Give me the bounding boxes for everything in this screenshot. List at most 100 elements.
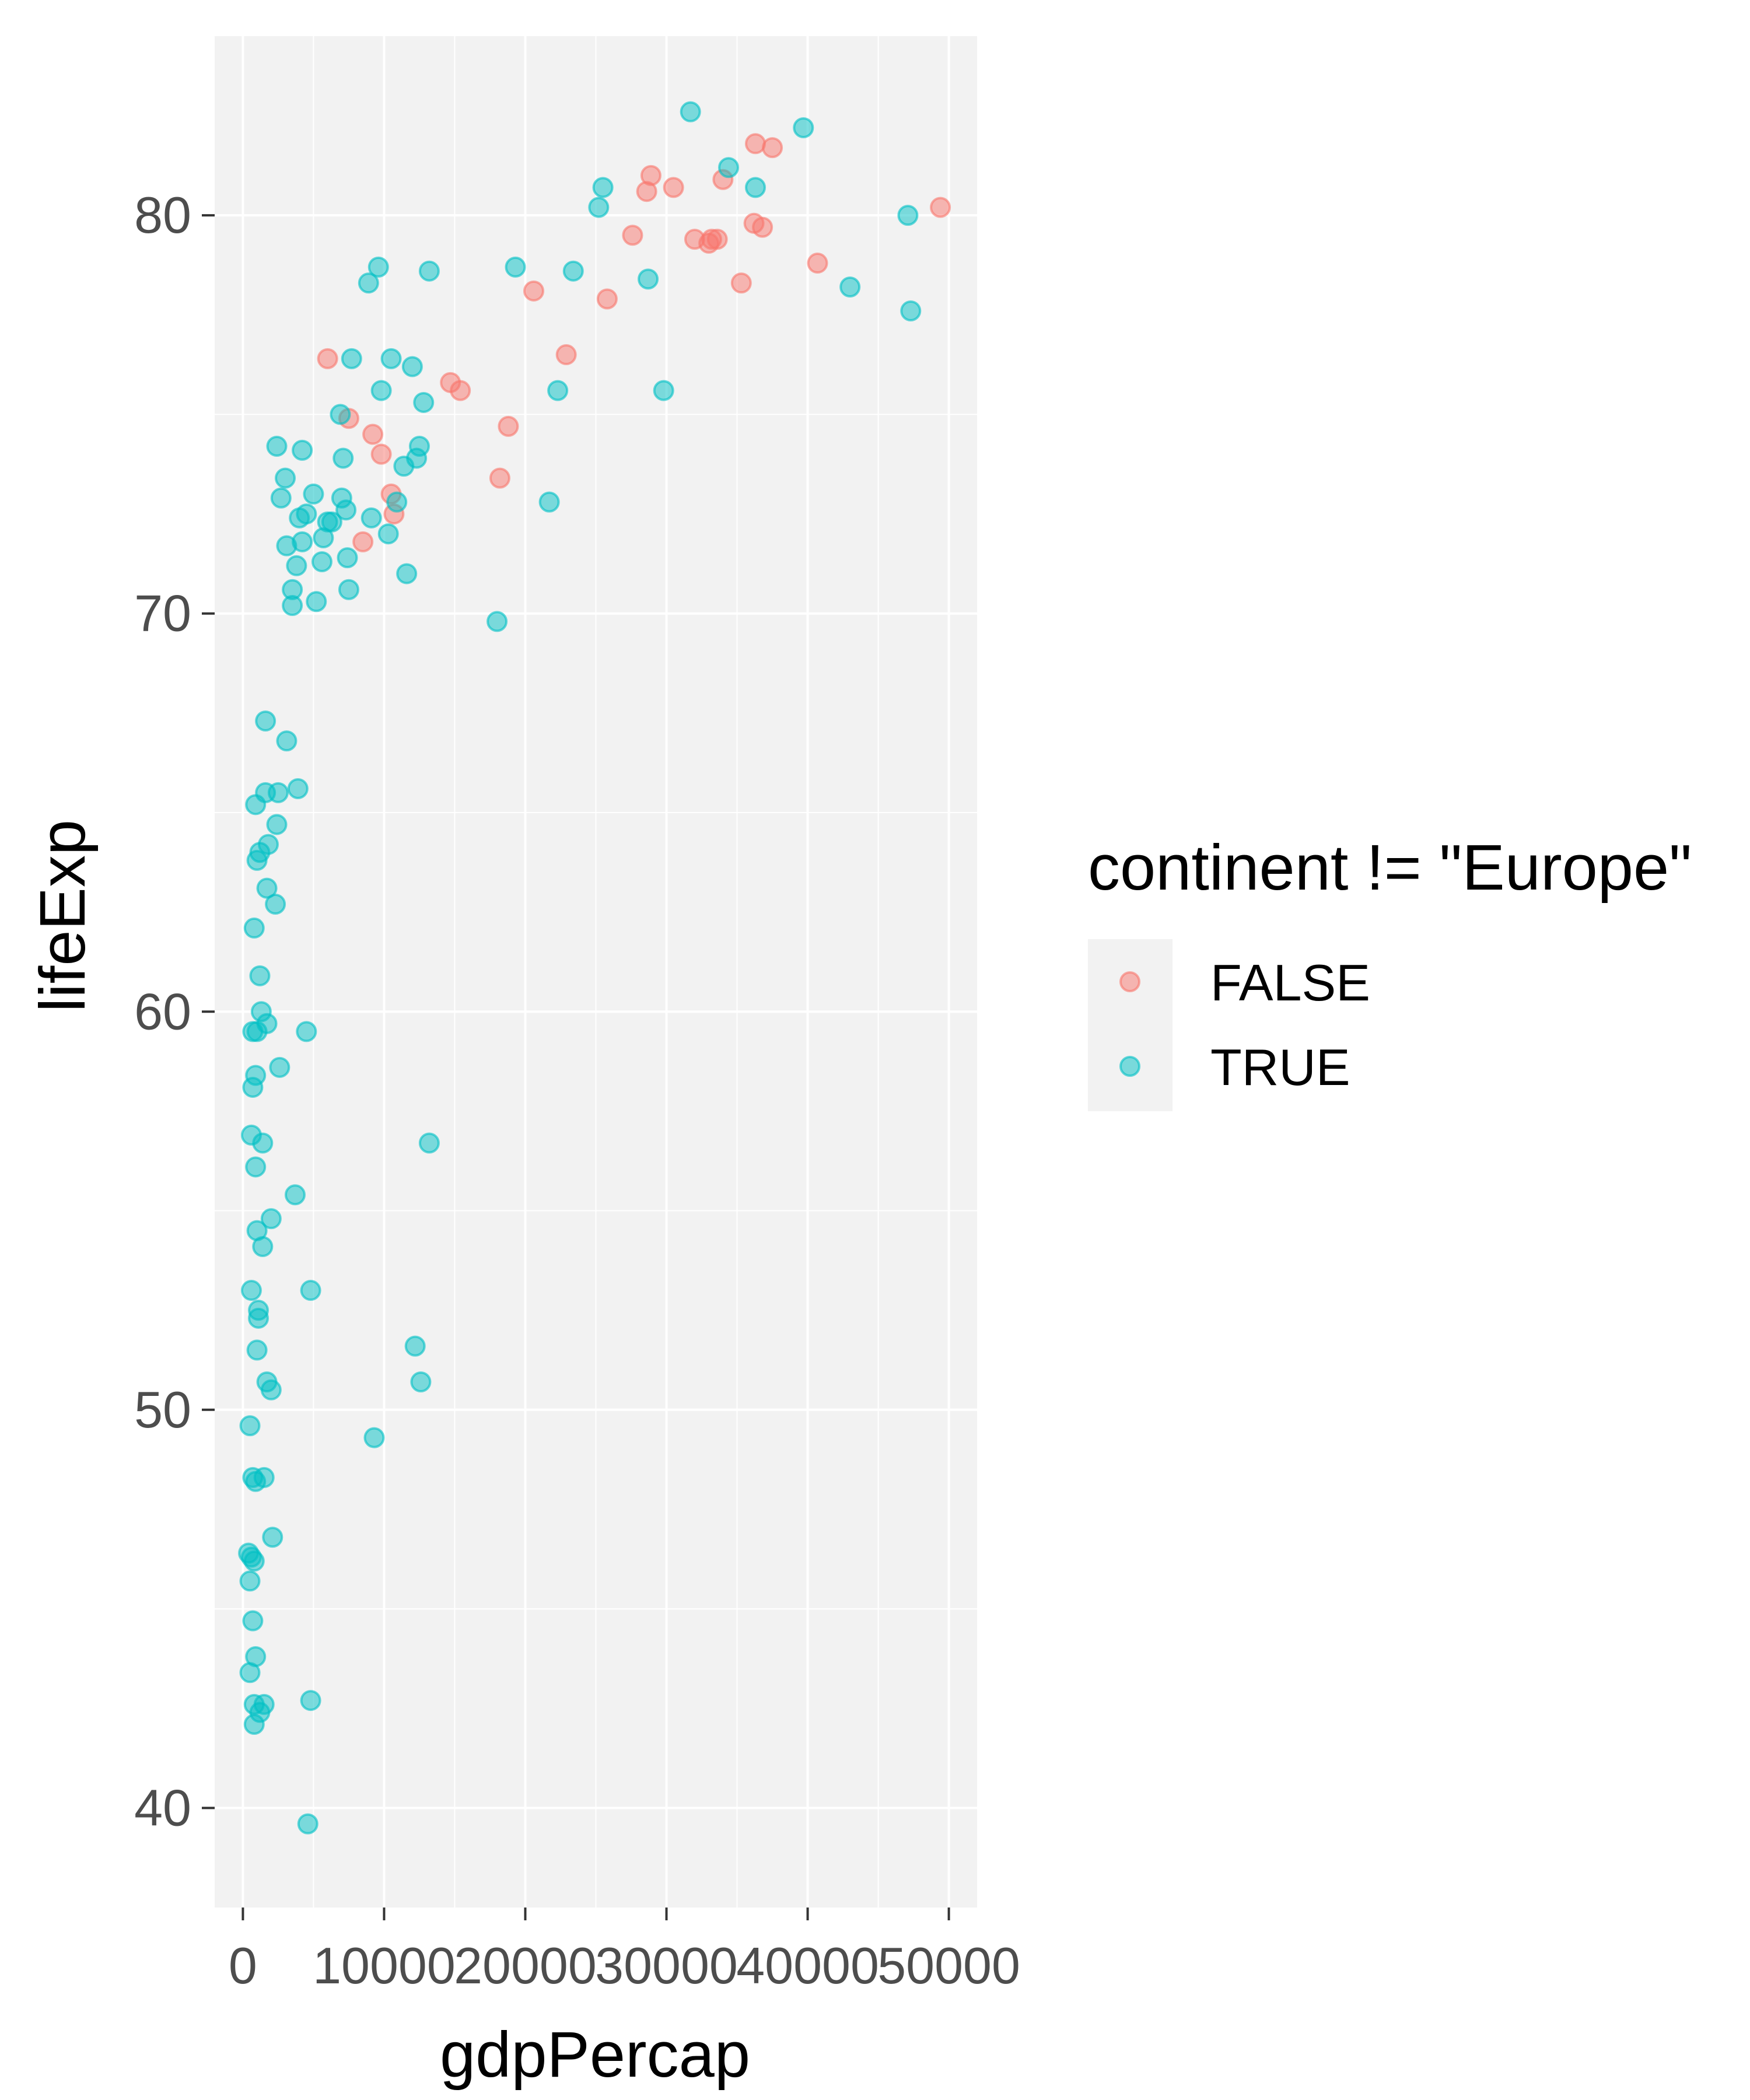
data-point-true bbox=[368, 256, 389, 278]
data-point-true bbox=[287, 778, 309, 800]
data-point-true bbox=[358, 272, 379, 294]
data-point-true bbox=[266, 814, 288, 835]
data-point-true bbox=[377, 523, 399, 545]
data-point-true bbox=[360, 507, 382, 528]
data-point-true bbox=[245, 1156, 267, 1178]
data-point-false bbox=[489, 467, 510, 489]
data-point-true bbox=[242, 1610, 264, 1632]
data-point-false bbox=[730, 272, 752, 294]
data-point-false bbox=[370, 443, 392, 465]
x-axis-label: gdpPercap bbox=[440, 2019, 750, 2091]
data-point-true bbox=[300, 1690, 321, 1712]
data-point-true bbox=[252, 1236, 274, 1257]
data-point-true bbox=[680, 101, 701, 123]
data-point-false bbox=[362, 424, 384, 445]
data-point-true bbox=[248, 1307, 270, 1329]
data-point-true bbox=[900, 300, 922, 321]
data-point-true bbox=[284, 1184, 306, 1206]
data-point-true bbox=[276, 730, 298, 752]
legend-label-false: FALSE bbox=[1210, 954, 1370, 1012]
data-point-true bbox=[239, 1570, 261, 1592]
data-point-true bbox=[253, 1693, 275, 1715]
data-point-true bbox=[745, 177, 766, 198]
data-point-true bbox=[897, 205, 919, 226]
data-point-true bbox=[240, 1280, 262, 1301]
data-point-false bbox=[317, 348, 338, 369]
data-point-true bbox=[653, 380, 674, 401]
data-point-false bbox=[663, 177, 684, 198]
data-point-true bbox=[257, 834, 279, 855]
data-point-true bbox=[413, 391, 435, 413]
data-point-true bbox=[335, 499, 357, 521]
data-point-true bbox=[839, 276, 861, 298]
data-point-true bbox=[338, 579, 359, 600]
data-point-false bbox=[555, 344, 577, 366]
data-point-false bbox=[807, 253, 828, 274]
data-point-true bbox=[370, 380, 392, 401]
x-tick-label: 40000 bbox=[736, 1937, 879, 1994]
data-point-false bbox=[930, 197, 951, 218]
data-point-true bbox=[243, 917, 265, 939]
data-point-true bbox=[386, 491, 408, 513]
y-tick-label: 70 bbox=[134, 584, 191, 642]
data-point-true bbox=[265, 893, 286, 915]
data-point-true bbox=[303, 483, 324, 505]
data-point-true bbox=[330, 404, 351, 425]
data-point-true bbox=[282, 595, 303, 617]
data-point-true bbox=[404, 1335, 426, 1357]
data-point-false bbox=[752, 216, 774, 238]
data-point-false bbox=[706, 229, 728, 250]
data-point-true bbox=[292, 439, 313, 461]
data-point-true bbox=[311, 551, 332, 572]
data-point-true bbox=[239, 1415, 261, 1437]
y-tick-label: 40 bbox=[134, 1779, 191, 1836]
data-point-true bbox=[266, 436, 288, 457]
data-point-true bbox=[267, 782, 289, 803]
data-point-false bbox=[640, 164, 662, 186]
data-point-true bbox=[337, 547, 358, 569]
data-point-true bbox=[793, 117, 814, 138]
data-point-true bbox=[538, 491, 560, 513]
data-point-true bbox=[547, 380, 569, 401]
y-tick-label: 80 bbox=[134, 186, 191, 244]
data-point-true bbox=[256, 877, 278, 899]
data-point-true bbox=[718, 157, 740, 178]
data-point-true bbox=[638, 268, 659, 290]
data-point-true bbox=[487, 611, 508, 632]
data-point-false bbox=[596, 288, 618, 310]
data-point-false bbox=[523, 280, 545, 302]
x-tick-label: 0 bbox=[229, 1937, 257, 1994]
data-point-true bbox=[256, 1013, 278, 1034]
grid-major bbox=[215, 36, 977, 1908]
data-point-true bbox=[260, 1208, 282, 1230]
data-point-true bbox=[306, 591, 327, 612]
data-point-true bbox=[292, 531, 313, 552]
legend-key-false bbox=[1119, 971, 1140, 992]
x-tick-label: 30000 bbox=[595, 1937, 738, 1994]
data-point-true bbox=[321, 511, 342, 533]
data-point-false bbox=[498, 415, 519, 437]
y-tick-label: 60 bbox=[134, 982, 191, 1040]
data-point-true bbox=[380, 348, 402, 369]
data-point-true bbox=[332, 447, 354, 469]
data-point-true bbox=[246, 1339, 268, 1361]
data-point-false bbox=[352, 531, 374, 552]
data-point-true bbox=[408, 436, 430, 457]
data-point-false bbox=[745, 133, 766, 155]
data-point-true bbox=[245, 1065, 267, 1086]
data-point-false bbox=[762, 137, 783, 159]
data-point-true bbox=[270, 487, 292, 509]
data-point-true bbox=[296, 503, 317, 525]
data-point-true bbox=[592, 177, 614, 198]
data-point-true bbox=[297, 1813, 318, 1835]
data-point-true bbox=[562, 260, 584, 282]
data-point-true bbox=[260, 1379, 282, 1401]
data-point-true bbox=[410, 1371, 432, 1393]
legend-key-bg bbox=[1088, 939, 1172, 1111]
data-point-true bbox=[396, 563, 418, 584]
x-tick-label: 10000 bbox=[313, 1937, 456, 1994]
x-tick-label: 20000 bbox=[454, 1937, 597, 1994]
data-point-true bbox=[363, 1427, 385, 1448]
data-point-true bbox=[255, 710, 276, 732]
